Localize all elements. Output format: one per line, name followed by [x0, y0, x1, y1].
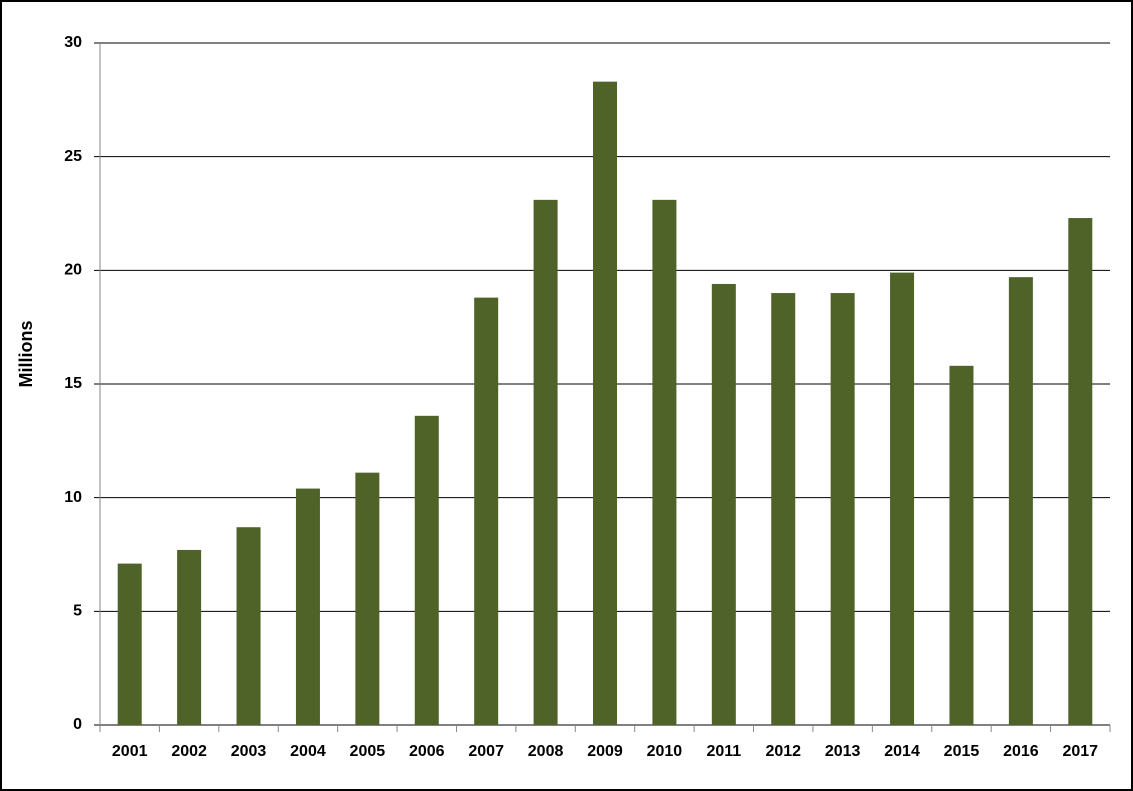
x-tick-label: 2007 [468, 743, 504, 760]
bar [1008, 277, 1033, 725]
bar [711, 283, 736, 725]
x-tick-label: 2016 [1003, 743, 1039, 760]
y-tick-label: 0 [73, 716, 82, 733]
y-axis-label: Millions [16, 321, 36, 388]
y-tick-label: 25 [64, 148, 82, 165]
bar [236, 527, 261, 725]
bar [830, 293, 855, 725]
x-tick-label: 2014 [884, 743, 920, 760]
y-tick-label: 5 [73, 603, 82, 620]
x-tick-label: 2008 [528, 743, 564, 760]
x-tick-label: 2015 [944, 743, 980, 760]
x-tick-label: 2012 [765, 743, 801, 760]
bar [295, 488, 320, 725]
bar [771, 293, 796, 725]
x-tick-label: 2005 [350, 743, 386, 760]
x-tick-label: 2010 [647, 743, 683, 760]
y-tick-label: 20 [64, 262, 82, 279]
bar [890, 272, 915, 725]
x-tick-label: 2013 [825, 743, 861, 760]
y-tick-label: 30 [64, 34, 82, 51]
bar [355, 472, 380, 725]
x-tick-label: 2006 [409, 743, 445, 760]
bar [533, 199, 558, 726]
bar [414, 415, 439, 725]
bar [474, 297, 499, 725]
x-tick-label: 2001 [112, 743, 148, 760]
y-tick-label: 15 [64, 375, 82, 392]
x-tick-label: 2002 [171, 743, 207, 760]
bar [652, 199, 677, 726]
bar [177, 549, 202, 725]
bar [117, 563, 142, 725]
x-tick-label: 2017 [1062, 743, 1098, 760]
y-tick-label: 10 [64, 489, 82, 506]
x-tick-label: 2004 [290, 743, 326, 760]
x-tick-label: 2011 [706, 743, 741, 760]
bar [593, 81, 617, 725]
x-tick-label: 2009 [587, 743, 623, 760]
bar [1068, 218, 1093, 725]
x-tick-label: 2003 [231, 743, 267, 760]
bar [949, 365, 974, 725]
